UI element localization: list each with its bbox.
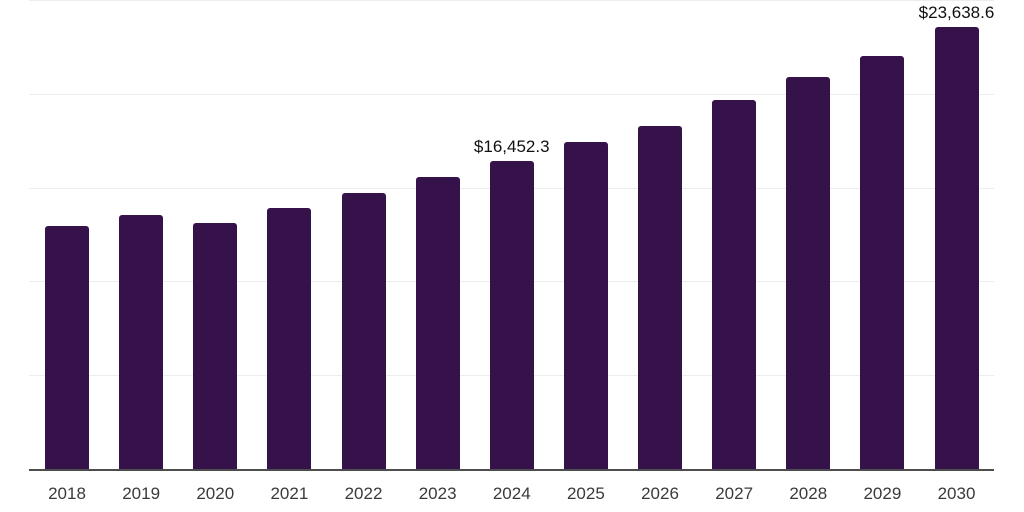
bar-2020[interactable] <box>193 223 238 470</box>
bar-2022[interactable] <box>341 192 386 470</box>
x-tick-2024: 2024 <box>492 484 531 503</box>
bar-2024[interactable] <box>489 161 534 470</box>
x-tick-2028: 2028 <box>789 484 828 503</box>
x-tick-2026: 2026 <box>641 484 679 503</box>
bar-2025[interactable] <box>563 142 608 470</box>
bar-2026[interactable] <box>638 125 682 470</box>
x-tick-2027: 2027 <box>715 484 754 503</box>
x-tick-2019: 2019 <box>122 484 161 503</box>
x-tick-2029: 2029 <box>863 484 902 503</box>
bar-2028[interactable] <box>786 76 831 470</box>
x-tick-2022: 2022 <box>344 484 383 503</box>
bar-2021[interactable] <box>267 208 312 470</box>
bar-2019[interactable] <box>119 215 164 470</box>
gridline-25000 <box>29 0 994 1</box>
value-label-2030: $23,638.6 <box>918 2 995 22</box>
bar-2023[interactable] <box>415 176 460 470</box>
x-tick-2021: 2021 <box>270 484 309 503</box>
gridline-20000 <box>29 93 994 95</box>
bar-2018[interactable] <box>45 225 89 470</box>
value-label-2024: $16,452.3 <box>473 137 550 157</box>
bar-2027[interactable] <box>712 99 757 470</box>
x-axis-line <box>29 469 994 471</box>
x-tick-2018: 2018 <box>48 484 86 503</box>
x-tick-2023: 2023 <box>418 484 457 503</box>
x-tick-2025: 2025 <box>566 484 605 503</box>
x-tick-2020: 2020 <box>196 484 235 503</box>
bar-2030[interactable] <box>934 26 979 470</box>
bar-2029[interactable] <box>860 55 905 470</box>
x-tick-2030: 2030 <box>937 484 976 503</box>
